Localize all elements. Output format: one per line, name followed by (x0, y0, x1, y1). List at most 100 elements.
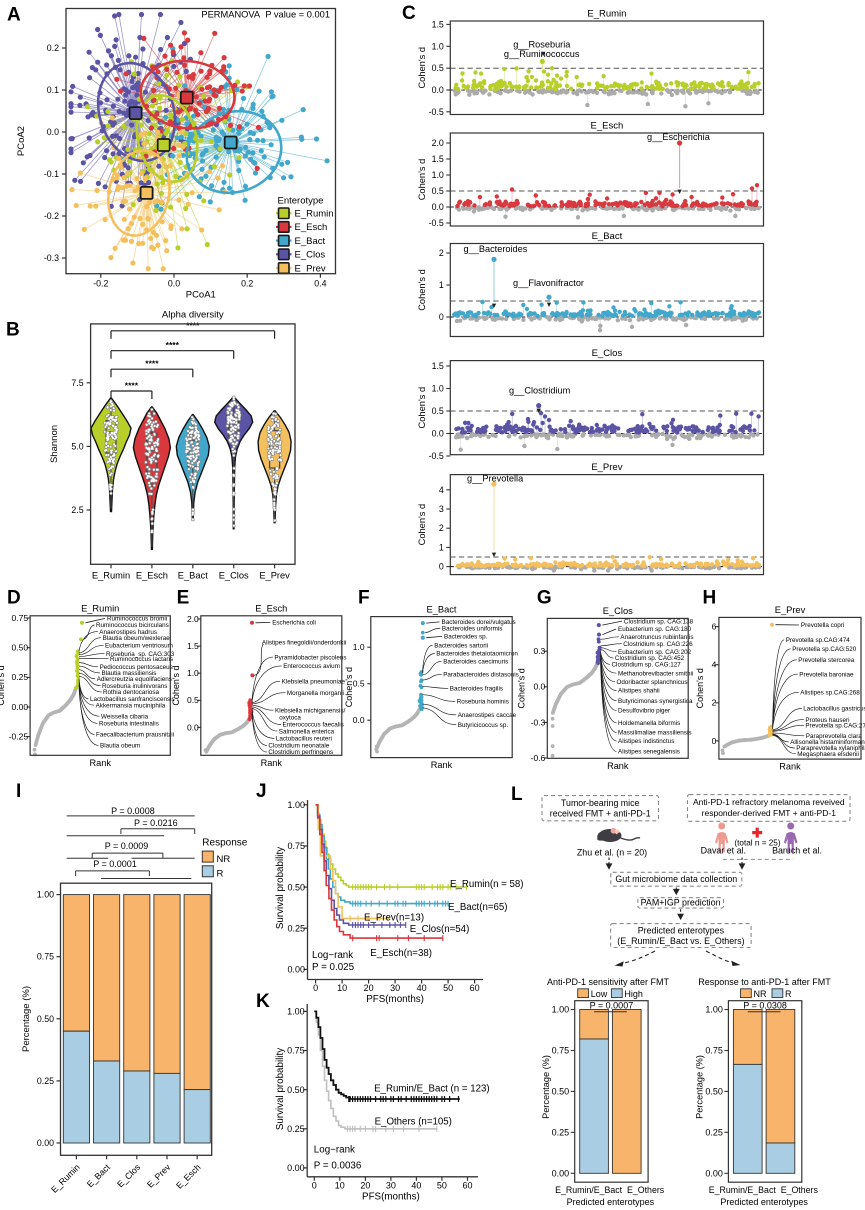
svg-text:Percentage (%): Percentage (%) (695, 1055, 705, 1119)
svg-text:Paraprevotella xylaniphila: Paraprevotella xylaniphila (796, 745, 865, 752)
svg-text:Cohen's d: Cohen's d (344, 667, 354, 707)
svg-text:K: K (256, 991, 270, 1012)
svg-text:-0.6: -0.6 (531, 753, 546, 763)
svg-text:-0.2: -0.2 (93, 279, 108, 289)
svg-text:Proteus hauseri: Proteus hauseri (805, 717, 849, 724)
svg-text:1.0: 1.0 (432, 170, 444, 180)
svg-text:E_Clos: E_Clos (219, 570, 249, 580)
svg-text:E_Rumin/E_Bact (n = 123): E_Rumin/E_Bact (n = 123) (374, 1084, 490, 1095)
svg-text:2: 2 (439, 523, 444, 533)
svg-text:40: 40 (417, 983, 427, 993)
svg-text:I: I (16, 781, 21, 802)
svg-text:E: E (177, 588, 190, 609)
svg-text:1.0: 1.0 (432, 384, 444, 394)
svg-text:Rank: Rank (779, 762, 801, 772)
svg-text:0.25: 0.25 (287, 1124, 305, 1134)
svg-text:5.0: 5.0 (71, 441, 83, 451)
svg-text:10: 10 (337, 983, 347, 993)
svg-text:Paraprevotella clara: Paraprevotella clara (806, 733, 862, 740)
svg-text:PFS(months): PFS(months) (362, 1191, 420, 1202)
svg-text:Enterococcus avium: Enterococcus avium (283, 663, 340, 670)
svg-text:0.0: 0.0 (432, 85, 444, 95)
svg-text:Roseburia inulinivorans: Roseburia inulinivorans (102, 683, 167, 690)
svg-text:E_Rumin/E_Bact: E_Rumin/E_Bact (555, 1185, 623, 1195)
svg-text:0.00: 0.00 (552, 1169, 570, 1179)
svg-text:PCoA2: PCoA2 (16, 126, 27, 156)
svg-text:Roseburia_sp. CAG:303: Roseburia_sp. CAG:303 (106, 651, 175, 658)
svg-text:Anti-PD-1 refractory melanoma: Anti-PD-1 refractory melanoma reveived (693, 797, 845, 807)
svg-text:Enterococcus faecalis: Enterococcus faecalis (283, 722, 344, 729)
svg-text:0.0: 0.0 (187, 722, 199, 732)
svg-text:2: 2 (712, 698, 717, 708)
svg-text:0.25: 0.25 (287, 924, 305, 934)
svg-text:0.0: 0.0 (168, 279, 180, 289)
svg-text:1: 1 (439, 542, 444, 552)
svg-text:0.00: 0.00 (37, 1138, 54, 1148)
svg-text:E_Prev: E_Prev (259, 570, 290, 580)
svg-text:Alistipes senegalensis: Alistipes senegalensis (618, 749, 680, 756)
svg-text:-0.5: -0.5 (429, 218, 444, 228)
svg-text:1.00: 1.00 (37, 890, 54, 900)
svg-text:0.5: 0.5 (187, 695, 199, 705)
svg-text:Klebsiella pneumoniae: Klebsiella pneumoniae (282, 678, 346, 685)
svg-text:J: J (256, 781, 267, 802)
svg-text:E_Rumin: E_Rumin (92, 570, 130, 580)
svg-text:Prevotella baroniae: Prevotella baroniae (799, 671, 854, 678)
svg-text:1.00: 1.00 (287, 1007, 305, 1017)
svg-text:0.0: 0.0 (353, 715, 365, 725)
svg-text:E_Bact: E_Bact (427, 604, 457, 614)
svg-text:E_Rumin: E_Rumin (81, 604, 119, 614)
svg-text:P = 0.0001: P = 0.0001 (93, 859, 137, 869)
svg-text:E_Rumin: E_Rumin (587, 9, 626, 20)
svg-text:10: 10 (335, 1180, 345, 1190)
svg-text:0.2: 0.2 (47, 43, 59, 53)
svg-text:****: **** (145, 359, 159, 369)
svg-text:Response to anti-PD-1 after FM: Response to anti-PD-1 after FMT (698, 977, 831, 987)
svg-text:0: 0 (313, 983, 318, 993)
svg-text:Ruminococcus lactaris: Ruminococcus lactaris (110, 656, 173, 663)
svg-text:E_Prev: E_Prev (775, 605, 806, 615)
svg-text:E_Esch(n=38): E_Esch(n=38) (370, 948, 432, 959)
svg-text:Clostridium sp. CAG:452: Clostridium sp. CAG:452 (615, 655, 685, 662)
svg-text:Bacteroides dorei/vulgatus: Bacteroides dorei/vulgatus (442, 619, 516, 626)
svg-text:E_Esch: E_Esch (255, 604, 287, 614)
svg-text:Adlercreutzia equolifaciens: Adlercreutzia equolifaciens (97, 676, 172, 683)
svg-text:Bacteroides caecimuris: Bacteroides caecimuris (443, 659, 508, 666)
svg-text:50: 50 (437, 1180, 447, 1190)
svg-text:High: High (624, 989, 643, 999)
svg-text:60: 60 (470, 983, 480, 993)
svg-text:0.00: 0.00 (287, 965, 305, 975)
svg-text:Shannon: Shannon (49, 425, 60, 463)
svg-text:Roseburia intestinalis: Roseburia intestinalis (99, 721, 159, 728)
svg-text:-0.25: -0.25 (9, 732, 29, 742)
svg-text:30: 30 (390, 983, 400, 993)
svg-text:R: R (785, 989, 792, 999)
svg-text:60: 60 (462, 1180, 472, 1190)
svg-text:Cohen's d: Cohen's d (417, 159, 427, 201)
svg-text:Akkermansia muciniphila: Akkermansia muciniphila (96, 702, 166, 709)
svg-text:Predicted enterotypes: Predicted enterotypes (720, 1197, 808, 1207)
svg-text:P = 0.025: P = 0.025 (312, 962, 355, 973)
svg-text:0.25: 0.25 (12, 672, 29, 682)
svg-text:Butyricimonas synergistica: Butyricimonas synergistica (618, 698, 693, 705)
svg-text:0.5: 0.5 (432, 406, 444, 416)
svg-text:Blautia obeum/wexlerae: Blautia obeum/wexlerae (103, 635, 171, 642)
svg-text:2.0: 2.0 (187, 614, 199, 624)
svg-text:E_Prev: E_Prev (295, 263, 326, 274)
svg-text:Davar et al.: Davar et al. (701, 846, 746, 856)
svg-text:E_Prev: E_Prev (591, 462, 622, 473)
svg-text:0: 0 (439, 312, 444, 322)
svg-text:G: G (537, 588, 552, 609)
svg-text:0.00: 0.00 (287, 1163, 305, 1173)
svg-text:Pediococcus pentosaceus: Pediococcus pentosaceus (100, 664, 173, 671)
svg-text:Predicted enterotypes: Predicted enterotypes (567, 1197, 655, 1207)
svg-text:4: 4 (712, 660, 717, 670)
svg-text:Clostridium sp. CAG:138: Clostridium sp. CAG:138 (624, 618, 694, 625)
svg-text:0.50: 0.50 (12, 643, 29, 653)
svg-text:Clostridium sp. CAG:127: Clostridium sp. CAG:127 (612, 662, 682, 669)
svg-text:PCoA1: PCoA1 (186, 290, 216, 301)
svg-text:****: **** (125, 381, 139, 391)
svg-text:Lactobacillus reuteri: Lactobacillus reuteri (276, 736, 332, 743)
svg-text:-0.1: -0.1 (44, 169, 59, 179)
svg-text:E_Rumin: E_Rumin (295, 209, 334, 220)
